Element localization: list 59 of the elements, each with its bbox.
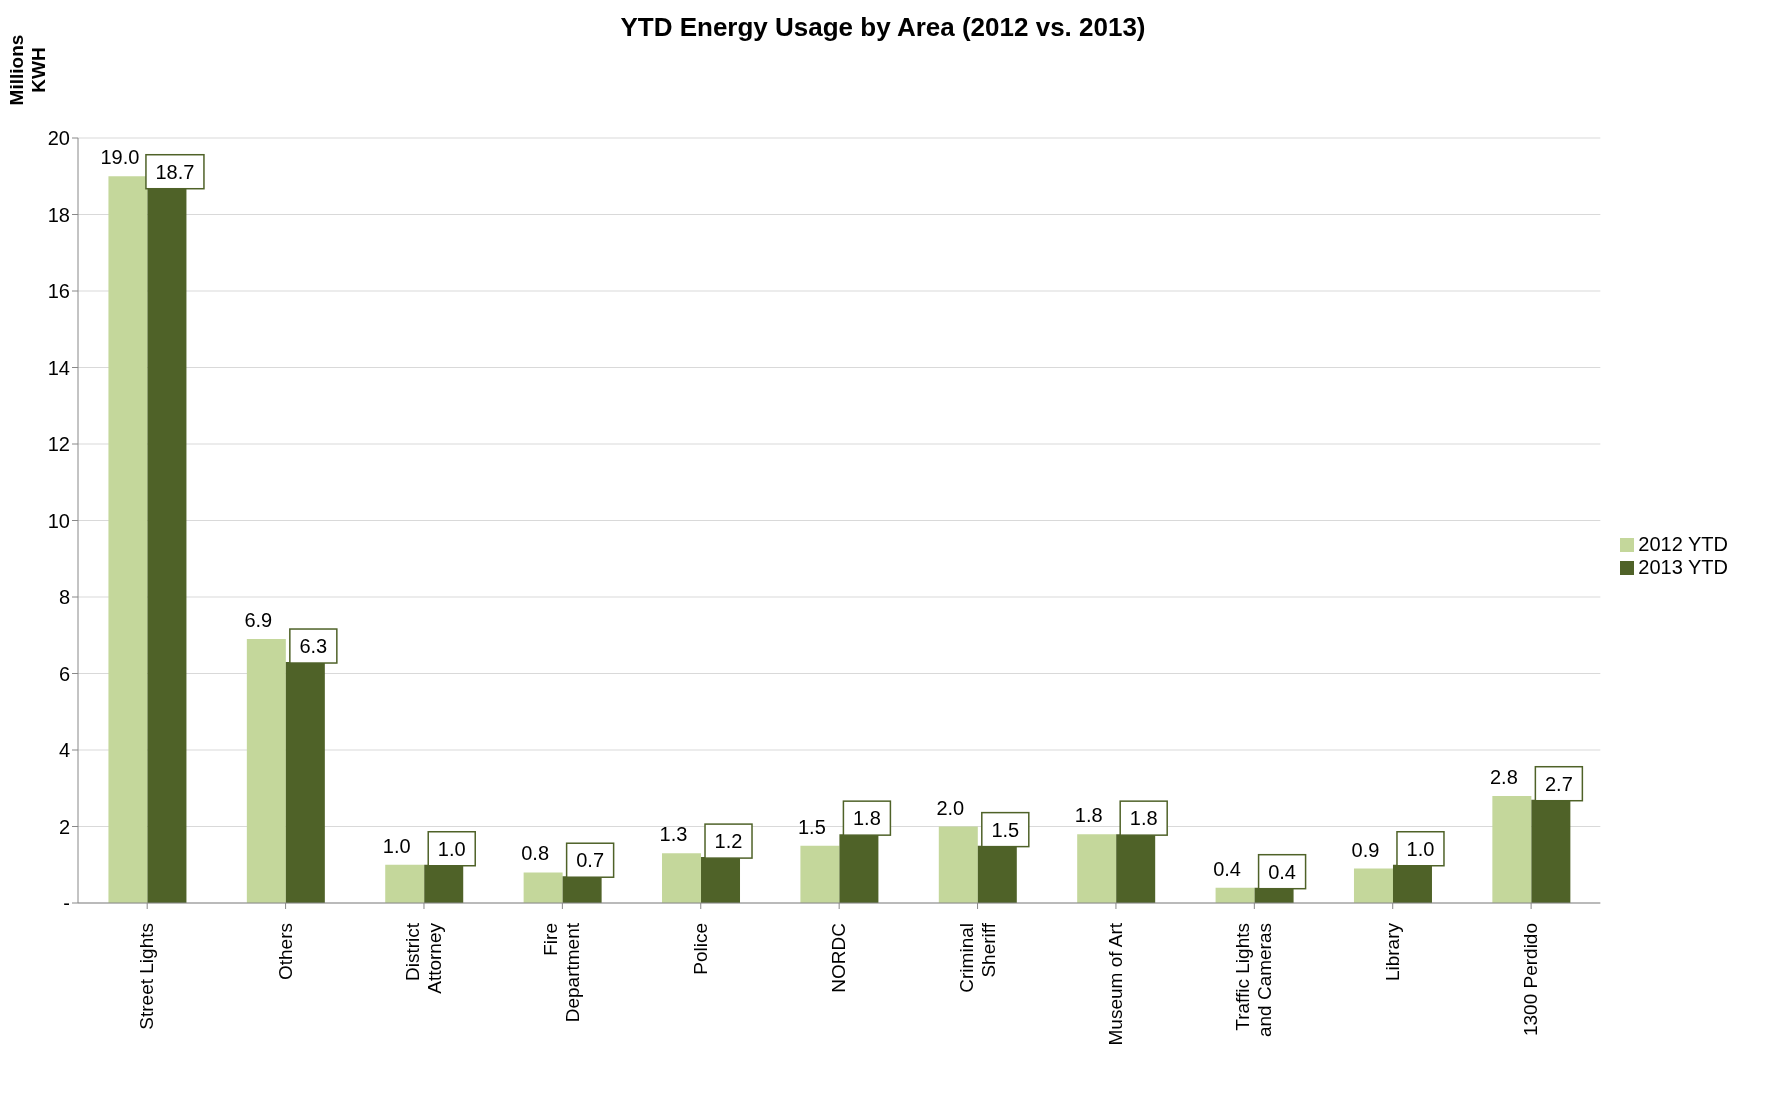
bar bbox=[108, 176, 148, 903]
data-label: 1.2 bbox=[714, 830, 743, 853]
data-label: 0.9 bbox=[1351, 838, 1380, 861]
legend-label: 2013 YTD bbox=[1638, 555, 1728, 578]
y-axis-title: Millions KWH bbox=[6, 34, 49, 106]
x-tick-label: District Attorney bbox=[401, 922, 445, 994]
data-label: 6.9 bbox=[244, 609, 273, 632]
data-label: 1.0 bbox=[437, 837, 466, 860]
data-label: 18.7 bbox=[155, 160, 195, 183]
y-tick-label: 8 bbox=[58, 586, 70, 609]
y-tick-label: - bbox=[63, 892, 70, 915]
bar bbox=[523, 872, 563, 903]
data-label: 6.3 bbox=[299, 635, 328, 658]
x-tick-label: Library bbox=[1381, 922, 1403, 982]
data-label: 1.8 bbox=[1074, 804, 1103, 827]
data-label: 1.3 bbox=[659, 823, 688, 846]
data-label: 0.7 bbox=[576, 849, 605, 872]
data-label: 1.0 bbox=[382, 834, 411, 857]
x-tick-label: Others bbox=[274, 923, 296, 981]
x-tick-label: Street Lights bbox=[136, 923, 158, 1030]
data-label: 1.5 bbox=[798, 815, 826, 838]
data-label: 0.8 bbox=[521, 842, 550, 865]
y-tick-label: 16 bbox=[47, 280, 70, 303]
x-tick-label: Traffic Lights and Cameras bbox=[1232, 923, 1276, 1038]
bar bbox=[1492, 795, 1532, 903]
chart-title: YTD Energy Usage by Area (2012 vs. 2013) bbox=[620, 12, 1146, 42]
data-label: 1.8 bbox=[1129, 807, 1158, 830]
y-tick-label: 4 bbox=[58, 739, 70, 762]
y-tick-label: 10 bbox=[47, 509, 70, 532]
data-label: 1.0 bbox=[1406, 837, 1435, 860]
data-label: 2.8 bbox=[1489, 765, 1518, 788]
bar bbox=[662, 853, 702, 903]
data-label: 2.7 bbox=[1544, 772, 1573, 795]
data-label: 2.0 bbox=[936, 796, 965, 819]
x-tick-label: NORDC bbox=[828, 923, 850, 993]
data-label: 1.8 bbox=[853, 807, 881, 830]
bar bbox=[1077, 834, 1117, 903]
data-label: 0.4 bbox=[1268, 860, 1296, 883]
data-label: 1.5 bbox=[991, 818, 1020, 841]
y-tick-label: 12 bbox=[47, 433, 70, 456]
y-tick-label: 18 bbox=[47, 203, 70, 226]
y-tick-label: 2 bbox=[58, 815, 70, 838]
data-label: 19.0 bbox=[100, 146, 140, 169]
x-tick-label: Fire Department bbox=[540, 922, 584, 1023]
bar bbox=[1353, 868, 1393, 903]
data-label: 0.4 bbox=[1213, 857, 1241, 880]
bar bbox=[800, 845, 840, 903]
bar bbox=[1215, 887, 1255, 903]
y-tick-label: 6 bbox=[58, 662, 70, 685]
x-tick-label: Criminal Sheriff bbox=[955, 922, 999, 993]
x-tick-label: 1300 Perdido bbox=[1520, 923, 1542, 1037]
bar bbox=[938, 826, 978, 903]
bar bbox=[246, 639, 286, 903]
bar bbox=[385, 864, 425, 903]
x-tick-label: Police bbox=[689, 923, 711, 975]
y-tick-label: 14 bbox=[47, 356, 70, 379]
x-tick-label: Museum of Art bbox=[1104, 922, 1126, 1046]
legend-label: 2012 YTD bbox=[1638, 532, 1728, 555]
y-tick-label: 20 bbox=[47, 127, 70, 150]
